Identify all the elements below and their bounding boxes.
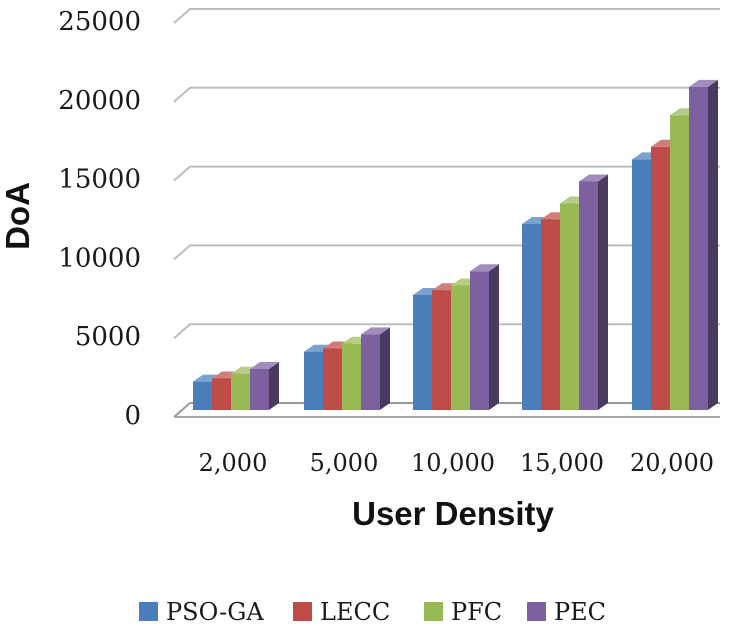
- bar-front: [250, 369, 269, 410]
- bar-side: [380, 327, 390, 410]
- bar-front: [304, 351, 323, 410]
- bar-front: [689, 86, 708, 411]
- bar-side: [269, 362, 279, 410]
- legend-swatch: [424, 602, 443, 621]
- x-tick-label: 10,000: [411, 449, 495, 477]
- bar-top: [193, 374, 222, 382]
- legend-swatch: [293, 602, 312, 621]
- bar-front: [470, 271, 489, 410]
- bar-side: [489, 264, 499, 410]
- bar-front: [651, 146, 670, 411]
- bar-front: [670, 115, 689, 411]
- x-tick-label: 5,000: [310, 449, 379, 477]
- legend-label: PEC: [554, 598, 606, 624]
- gridline: [173, 165, 720, 182]
- legend-label: PSO-GA: [166, 598, 264, 624]
- bar-top: [250, 362, 279, 370]
- bar-front: [413, 294, 432, 410]
- gridline: [173, 8, 720, 24]
- legend-swatch: [527, 602, 546, 621]
- x-tick-label: 15,000: [520, 449, 604, 477]
- bar-front: [212, 378, 231, 410]
- bar-front: [361, 334, 380, 410]
- legend: PSO-GA LECC PFC PEC: [139, 598, 606, 624]
- bar-side: [598, 174, 608, 410]
- y-tick-label: 25000: [58, 7, 141, 37]
- y-tick-label: 10000: [58, 243, 141, 273]
- bar-front: [541, 219, 560, 410]
- legend-item: PSO-GA: [139, 598, 264, 624]
- bar-top: [304, 344, 333, 352]
- bar: [689, 79, 718, 411]
- x-axis-title: User Density: [352, 495, 554, 532]
- bar: [250, 362, 279, 410]
- bar-side: [708, 79, 718, 411]
- bar-top: [470, 264, 499, 272]
- bar-front: [323, 348, 342, 410]
- bar-front: [193, 381, 212, 410]
- x-tick-label: 2,000: [199, 449, 268, 477]
- legend-label: LECC: [320, 598, 390, 624]
- bar-front: [231, 373, 250, 410]
- legend-swatch: [139, 602, 158, 621]
- bar-front: [432, 290, 451, 410]
- bar: [470, 264, 499, 410]
- y-tick-label: 20000: [58, 86, 141, 116]
- y-tick-label: 15000: [58, 165, 141, 195]
- bars: [193, 79, 718, 411]
- legend-label: PFC: [451, 598, 502, 624]
- y-axis-title: DoA: [0, 182, 36, 250]
- bar-front: [560, 203, 579, 410]
- bar: [361, 327, 390, 410]
- bar-front: [342, 343, 361, 410]
- bar-front: [632, 159, 651, 410]
- bar-top: [579, 174, 608, 182]
- bar-top: [361, 327, 390, 335]
- y-tick-label: 0: [124, 401, 141, 431]
- bar-front: [579, 181, 598, 410]
- bar: [579, 174, 608, 410]
- gridline: [173, 86, 720, 103]
- y-tick-label: 5000: [75, 322, 141, 352]
- legend-item: PEC: [527, 598, 606, 624]
- x-tick-label: 20,000: [630, 449, 714, 477]
- bar-top: [689, 79, 718, 87]
- legend-item: PFC: [424, 598, 502, 624]
- legend-item: LECC: [293, 598, 390, 624]
- y-axis-ticks: 0 5000 10000 15000 20000 25000: [58, 7, 141, 431]
- x-axis-ticks: 2,000 5,000 10,000 15,000 20,000: [199, 449, 714, 477]
- bar-front: [451, 285, 470, 410]
- gridlines: [173, 8, 720, 418]
- bar-front: [522, 224, 541, 410]
